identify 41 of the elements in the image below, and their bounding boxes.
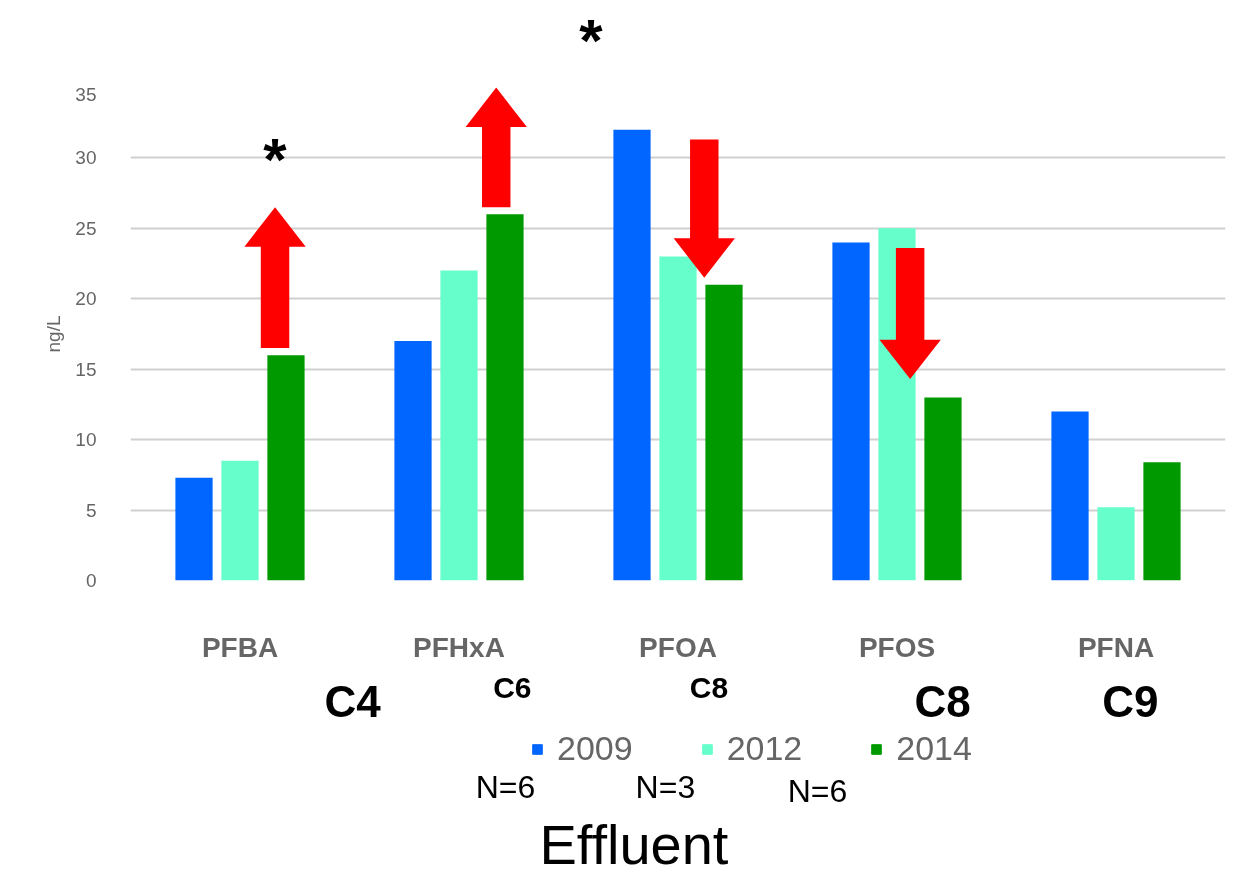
legend-label: 2014: [896, 729, 972, 768]
bar: [924, 397, 962, 581]
bar: [175, 477, 213, 581]
text: C9: [1102, 676, 1159, 726]
y-tick-label: 15: [75, 358, 97, 380]
y-tick-label: 10: [75, 429, 97, 451]
x-tick-label: PFOA: [639, 631, 717, 663]
y-axis-title: ng/L: [43, 315, 65, 353]
x-tick-label: PFNA: [1077, 631, 1155, 663]
y-tick-label: 5: [85, 499, 97, 521]
text: C8: [914, 676, 971, 726]
y-tick-label: 35: [75, 83, 97, 105]
legend-label: 2012: [726, 729, 803, 768]
bar: [1097, 507, 1135, 581]
y-tick-label: 30: [75, 147, 97, 169]
text: C6: [493, 670, 532, 704]
bar: [1143, 462, 1181, 581]
bar: [394, 341, 432, 581]
text: N=6: [475, 768, 536, 805]
text: N=6: [787, 772, 848, 809]
bar: [486, 214, 524, 581]
legend-label: 2009: [557, 729, 633, 768]
text: C8: [689, 670, 729, 704]
bar: [221, 460, 259, 581]
y-tick-label: 25: [75, 217, 97, 239]
bar: [267, 355, 305, 581]
bar: [440, 270, 478, 581]
bar: [613, 129, 651, 581]
text: *: [579, 7, 604, 74]
bar: [1051, 411, 1089, 581]
bar: [832, 242, 870, 581]
x-tick-label: PFBA: [201, 631, 279, 663]
text: C4: [324, 676, 382, 726]
y-tick-label: 20: [75, 288, 97, 310]
x-tick-label: PFOS: [858, 631, 936, 663]
bar: [705, 284, 743, 581]
x-tick-label: PFHxA: [413, 631, 505, 663]
text: N=3: [635, 768, 696, 805]
y-tick-label: 0: [85, 570, 97, 591]
text: Effluent: [539, 812, 729, 876]
annotation: *: [263, 125, 288, 193]
